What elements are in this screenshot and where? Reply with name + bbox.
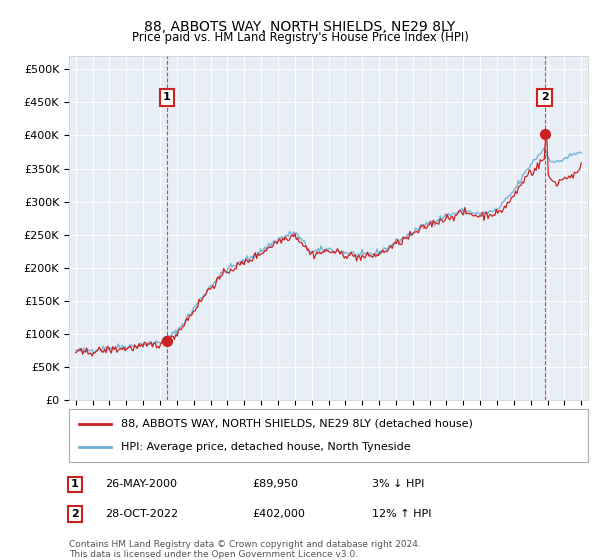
Text: 2: 2 xyxy=(71,509,79,519)
Text: 88, ABBOTS WAY, NORTH SHIELDS, NE29 8LY (detached house): 88, ABBOTS WAY, NORTH SHIELDS, NE29 8LY … xyxy=(121,419,473,429)
Text: 28-OCT-2022: 28-OCT-2022 xyxy=(105,509,178,519)
Text: £89,950: £89,950 xyxy=(252,479,298,489)
Text: Contains HM Land Registry data © Crown copyright and database right 2024.: Contains HM Land Registry data © Crown c… xyxy=(69,540,421,549)
Text: This data is licensed under the Open Government Licence v3.0.: This data is licensed under the Open Gov… xyxy=(69,550,358,559)
Text: Price paid vs. HM Land Registry's House Price Index (HPI): Price paid vs. HM Land Registry's House … xyxy=(131,31,469,44)
Text: 1: 1 xyxy=(163,92,170,102)
Text: 1: 1 xyxy=(71,479,79,489)
Text: 2: 2 xyxy=(541,92,548,102)
Text: 26-MAY-2000: 26-MAY-2000 xyxy=(105,479,177,489)
Text: 3% ↓ HPI: 3% ↓ HPI xyxy=(372,479,424,489)
Text: 12% ↑ HPI: 12% ↑ HPI xyxy=(372,509,431,519)
Text: £402,000: £402,000 xyxy=(252,509,305,519)
Text: HPI: Average price, detached house, North Tyneside: HPI: Average price, detached house, Nort… xyxy=(121,442,410,452)
Text: 88, ABBOTS WAY, NORTH SHIELDS, NE29 8LY: 88, ABBOTS WAY, NORTH SHIELDS, NE29 8LY xyxy=(145,20,455,34)
FancyBboxPatch shape xyxy=(69,409,588,462)
